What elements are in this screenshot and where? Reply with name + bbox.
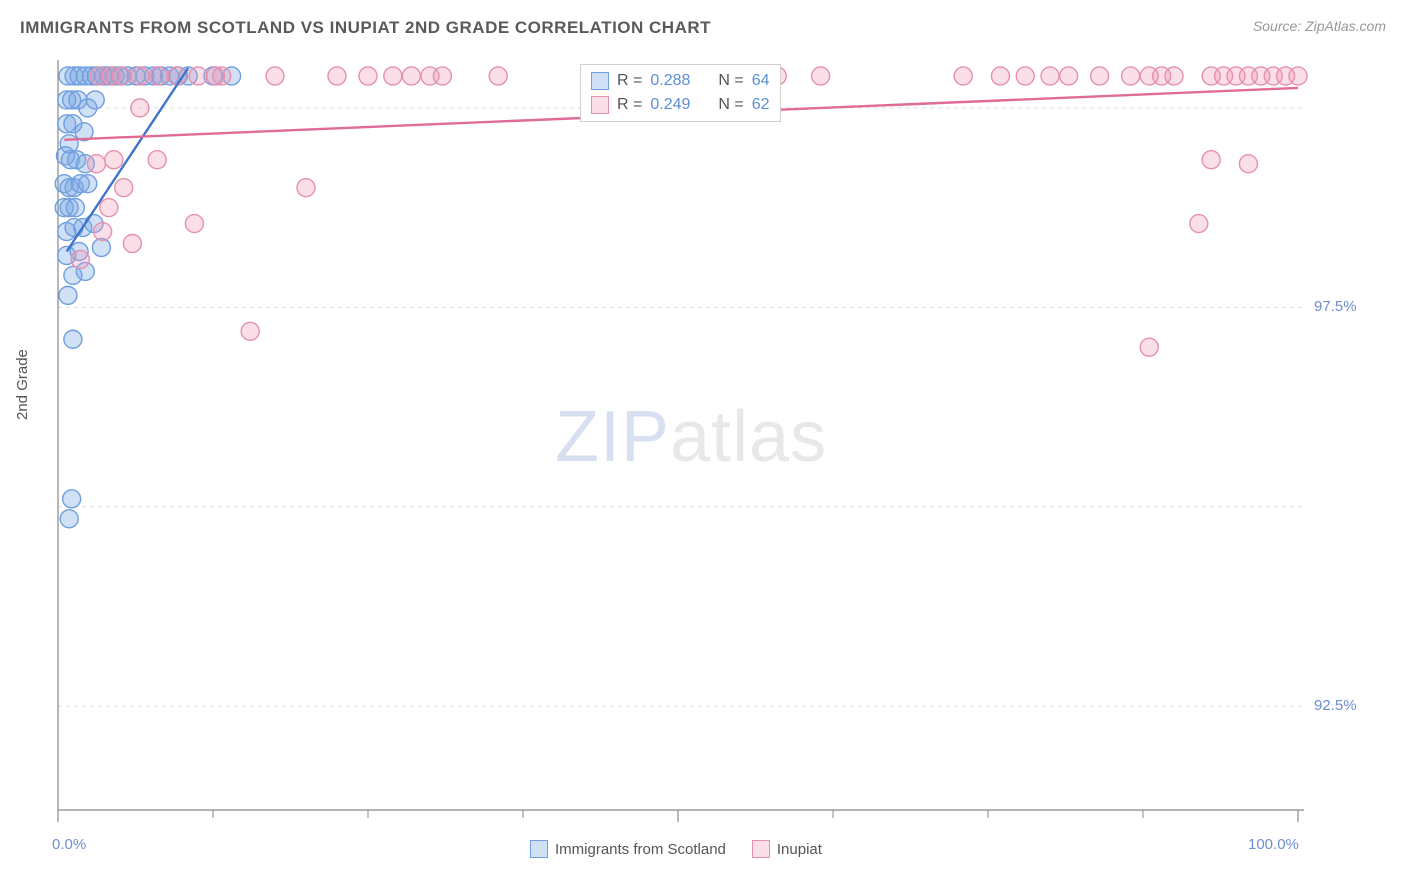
chart-title: IMMIGRANTS FROM SCOTLAND VS INUPIAT 2ND …	[20, 18, 711, 38]
stats-legend: R = 0.288 N = 64 R = 0.249 N = 62	[580, 64, 781, 122]
x-tick-label: 100.0%	[1248, 836, 1299, 853]
n-label: N =	[718, 69, 743, 93]
n-value: 64	[752, 69, 770, 93]
r-label: R =	[617, 69, 642, 93]
series-swatch	[752, 840, 770, 858]
y-axis-label: 2nd Grade	[14, 349, 31, 420]
n-value: 62	[752, 93, 770, 117]
legend-item: Immigrants from Scotland	[530, 840, 726, 858]
y-tick-label: 97.5%	[1314, 298, 1357, 315]
r-label: R =	[617, 93, 642, 117]
r-value: 0.249	[650, 93, 690, 117]
stats-row: R = 0.288 N = 64	[591, 69, 770, 93]
stats-row: R = 0.249 N = 62	[591, 93, 770, 117]
x-tick-label: 0.0%	[52, 836, 86, 853]
legend-label: Immigrants from Scotland	[555, 841, 726, 858]
series-swatch	[591, 96, 609, 114]
scatter-plot	[50, 50, 1328, 826]
legend-label: Inupiat	[777, 841, 822, 858]
series-legend: Immigrants from Scotland Inupiat	[530, 840, 822, 858]
series-swatch	[591, 72, 609, 90]
y-tick-label: 92.5%	[1314, 697, 1357, 714]
source-attribution: Source: ZipAtlas.com	[1253, 18, 1386, 34]
series-swatch	[530, 840, 548, 858]
chart-header: IMMIGRANTS FROM SCOTLAND VS INUPIAT 2ND …	[0, 0, 1406, 44]
legend-item: Inupiat	[752, 840, 822, 858]
n-label: N =	[718, 93, 743, 117]
r-value: 0.288	[650, 69, 690, 93]
